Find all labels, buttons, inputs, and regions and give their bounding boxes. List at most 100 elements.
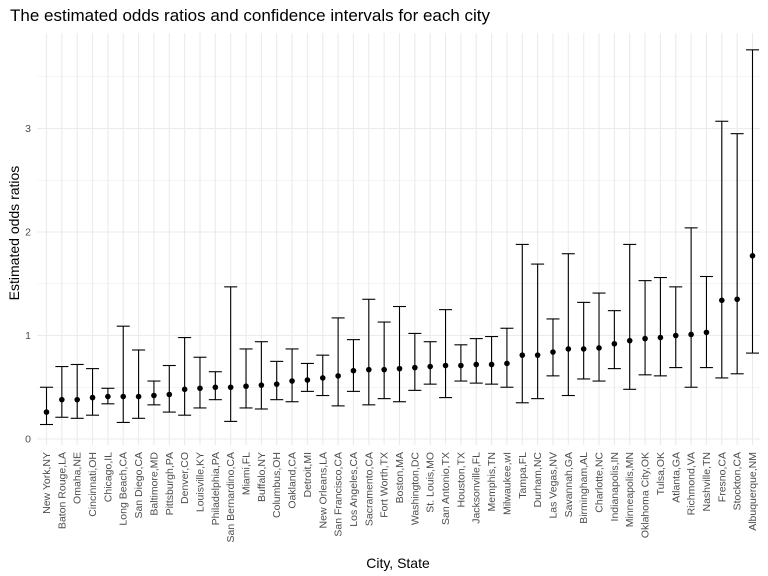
error-bar — [469, 338, 483, 384]
error-bar — [408, 332, 422, 391]
error-bar — [638, 280, 652, 376]
error-bar — [362, 298, 376, 406]
data-point — [120, 393, 127, 400]
x-tick-label: Los Angeles,CA — [348, 452, 360, 527]
x-tick-label: Chicago,IL — [102, 452, 114, 502]
error-bar — [485, 335, 499, 385]
y-tick-label: 3 — [25, 123, 31, 135]
error-bar — [730, 133, 744, 375]
x-tick-label: Minneapolis,MN — [624, 452, 636, 527]
data-point — [166, 391, 173, 398]
y-tick-label: 0 — [25, 434, 31, 446]
x-tick-label: Albuquerque,NM — [747, 452, 759, 531]
x-tick-label: Buffalo,NY — [256, 452, 268, 502]
data-point — [151, 392, 157, 399]
x-axis-title: City, State — [366, 555, 430, 571]
data-point — [427, 363, 433, 370]
data-point — [519, 352, 526, 358]
error-bar — [116, 325, 130, 423]
error-bar — [607, 310, 621, 370]
y-tick-label: 1 — [25, 330, 31, 342]
error-bar — [270, 360, 284, 401]
data-point — [642, 335, 648, 342]
x-tick-label: Jacksonville,FL — [471, 452, 483, 524]
data-point — [550, 349, 556, 355]
x-tick-label: Boston,MA — [394, 452, 406, 503]
x-tick-label: San Antonio,TX — [440, 452, 452, 525]
data-point — [703, 329, 710, 336]
grid — [37, 33, 760, 445]
data-point — [135, 393, 142, 400]
data-point — [488, 361, 495, 368]
data-point — [396, 365, 403, 372]
error-bar — [577, 301, 591, 380]
data-point — [626, 337, 633, 344]
error-bar — [531, 263, 545, 400]
data-point — [105, 393, 111, 400]
data-point — [366, 366, 372, 373]
x-tick-label: Milwaukee,wI — [501, 452, 513, 515]
data-point — [181, 386, 188, 393]
x-tick-label: Birmingham,AL — [578, 452, 590, 524]
error-bar — [684, 227, 698, 388]
error-bar — [224, 286, 238, 422]
error-bar — [55, 365, 69, 418]
data-point — [227, 384, 234, 391]
data-point — [504, 360, 510, 367]
error-bar — [423, 341, 437, 385]
error-bar — [70, 363, 84, 419]
x-tick-label: New Orleans,LA — [317, 452, 329, 528]
error-bars — [40, 49, 759, 426]
x-tick-label: Memphis,TN — [486, 452, 498, 512]
y-axis-title: Estimated odds ratios — [6, 166, 22, 301]
data-point — [473, 361, 480, 368]
data-point — [335, 373, 341, 379]
error-bar — [439, 309, 453, 399]
error-bar — [162, 364, 176, 413]
error-bar — [132, 349, 146, 419]
error-bar — [285, 348, 299, 403]
x-tick-label: Houston,TX — [455, 452, 467, 507]
error-bar — [331, 317, 345, 407]
error-bar — [239, 348, 253, 409]
data-point — [243, 383, 249, 390]
x-tick-label: Tampa,FL — [517, 452, 529, 499]
x-tick-label: Fresno,CA — [716, 452, 728, 502]
data-point — [258, 382, 265, 388]
data-point — [657, 334, 664, 341]
x-tick-label: Baton Rouge,LA — [56, 452, 68, 529]
x-tick-label: Miami,FL — [241, 452, 253, 495]
data-point — [719, 297, 725, 304]
data-point — [749, 253, 756, 259]
error-bar — [40, 386, 53, 426]
error-bar — [623, 243, 637, 390]
x-tick-label: Charlotte,NC — [594, 452, 606, 513]
x-tick-label: Long Beach,CA — [118, 452, 130, 526]
points — [43, 253, 756, 415]
error-bar — [699, 275, 713, 369]
y-tick-label: 2 — [25, 227, 31, 239]
data-point — [381, 366, 387, 373]
error-bar — [254, 341, 268, 410]
x-tick-label: Richmond,VA — [686, 452, 698, 515]
data-point — [534, 352, 541, 358]
x-tick-label: Indianapolis,IN — [609, 452, 621, 521]
data-point — [580, 346, 587, 352]
x-tick-label: Columbus,OH — [271, 452, 283, 518]
x-tick-label: Cincinnati,OH — [87, 452, 99, 517]
data-point — [672, 332, 679, 339]
x-tick-label: New York,NY — [41, 452, 53, 514]
x-tick-label: Atlanta,GA — [670, 452, 682, 503]
data-point — [289, 378, 295, 384]
data-point — [611, 340, 618, 347]
error-bar — [178, 337, 192, 416]
error-bar — [669, 286, 683, 369]
data-point — [273, 381, 280, 387]
error-bar — [592, 292, 606, 382]
data-point — [304, 377, 311, 383]
data-point — [734, 296, 740, 303]
x-tick-label: St. Louis,MO — [425, 452, 437, 513]
data-point — [442, 362, 449, 369]
error-bar — [561, 253, 575, 397]
data-point — [319, 375, 326, 381]
